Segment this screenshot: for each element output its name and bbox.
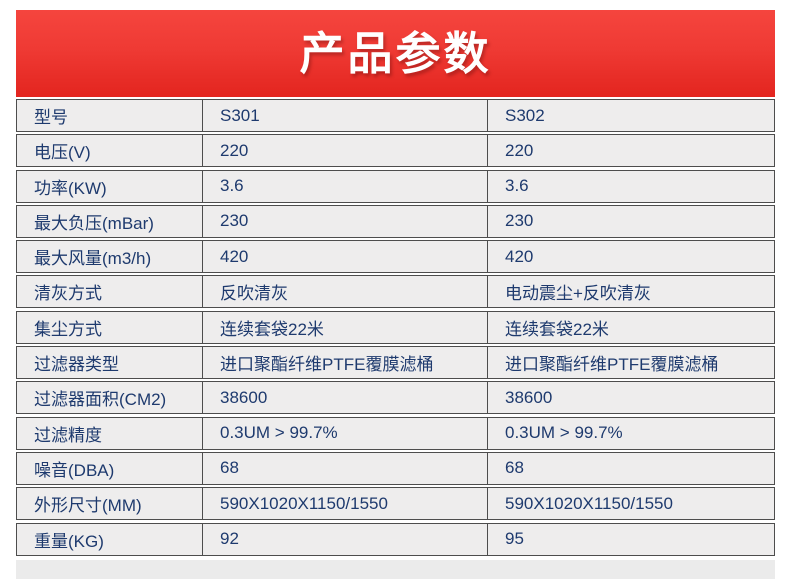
value-s302: 进口聚酯纤维PTFE覆膜滤桶 <box>487 347 774 379</box>
value-s302: 230 <box>487 205 774 237</box>
value-s302: 电动震尘+反吹清灰 <box>487 276 774 308</box>
table-row-filter-precision: 过滤精度 0.3UM > 99.7% 0.3UM > 99.7% <box>16 416 775 450</box>
value-s302: 590X1020X1150/1550 <box>487 488 774 520</box>
row-label: 噪音(DBA) <box>34 460 115 480</box>
table-row-filter-type: 过滤器类型 进口聚酯纤维PTFE覆膜滤桶 进口聚酯纤维PTFE覆膜滤桶 <box>16 346 775 380</box>
value-s302: 68 <box>487 452 774 484</box>
value-s301: 38600 <box>202 382 487 414</box>
table-row-weight: 重量(KG) 92 95 <box>16 522 775 556</box>
value-s302: 38600 <box>487 382 774 414</box>
value-s301: 反吹清灰 <box>202 276 487 308</box>
row-label: 型号 <box>34 108 68 127</box>
table-row-voltage: 电压(V) 220 220 <box>16 134 775 168</box>
next-section-strip <box>16 560 775 579</box>
table-row-filter-area: 过滤器面积(CM2) 38600 38600 <box>16 381 775 415</box>
value-s301: 220 <box>202 135 487 167</box>
page-title: 产品参数 <box>299 28 492 79</box>
product-parameters-banner: 产品参数 <box>16 10 775 97</box>
table-row-max-vacuum: 最大负压(mBar) 230 230 <box>16 204 775 238</box>
row-label: 重量(KG) <box>34 531 104 551</box>
table-row-dust-collection: 集尘方式 连续套袋22米 连续套袋22米 <box>16 310 775 344</box>
value-s302: 420 <box>487 241 774 273</box>
table-row-dimensions: 外形尺寸(MM) 590X1020X1150/1550 590X1020X115… <box>16 487 775 521</box>
row-label: 功率(KW) <box>34 178 107 198</box>
row-label: 清灰方式 <box>34 284 102 304</box>
table-row-model: 型号 S301 S302 <box>16 99 775 132</box>
value-s301: 92 <box>202 523 487 555</box>
row-label: 最大负压(mBar) <box>34 213 154 233</box>
value-s301: 3.6 <box>202 170 487 202</box>
value-s301: S301 <box>202 100 487 131</box>
table-row-cleaning-method: 清灰方式 反吹清灰 电动震尘+反吹清灰 <box>16 275 775 309</box>
row-label: 过滤精度 <box>34 425 102 445</box>
value-s302: S302 <box>487 100 774 131</box>
value-s301: 0.3UM > 99.7% <box>202 417 487 449</box>
value-s301: 连续套袋22米 <box>202 311 487 343</box>
table-row-power: 功率(KW) 3.6 3.6 <box>16 169 775 203</box>
row-label: 最大风量(m3/h) <box>34 249 152 269</box>
value-s301: 68 <box>202 452 487 484</box>
row-label: 集尘方式 <box>34 319 102 339</box>
value-s301: 230 <box>202 205 487 237</box>
value-s301: 进口聚酯纤维PTFE覆膜滤桶 <box>202 347 487 379</box>
row-label: 过滤器类型 <box>34 355 119 375</box>
row-label: 外形尺寸(MM) <box>34 496 142 516</box>
row-label: 过滤器面积(CM2) <box>34 390 167 410</box>
row-label: 电压(V) <box>34 143 91 163</box>
value-s302: 0.3UM > 99.7% <box>487 417 774 449</box>
table-row-max-airflow: 最大风量(m3/h) 420 420 <box>16 240 775 274</box>
table-row-noise: 噪音(DBA) 68 68 <box>16 451 775 485</box>
value-s301: 420 <box>202 241 487 273</box>
value-s302: 3.6 <box>487 170 774 202</box>
value-s302: 95 <box>487 523 774 555</box>
value-s301: 590X1020X1150/1550 <box>202 488 487 520</box>
product-spec-table: 型号 S301 S302 电压(V) 220 220 功率(KW) 3.6 3.… <box>16 99 775 558</box>
value-s302: 220 <box>487 135 774 167</box>
value-s302: 连续套袋22米 <box>487 311 774 343</box>
